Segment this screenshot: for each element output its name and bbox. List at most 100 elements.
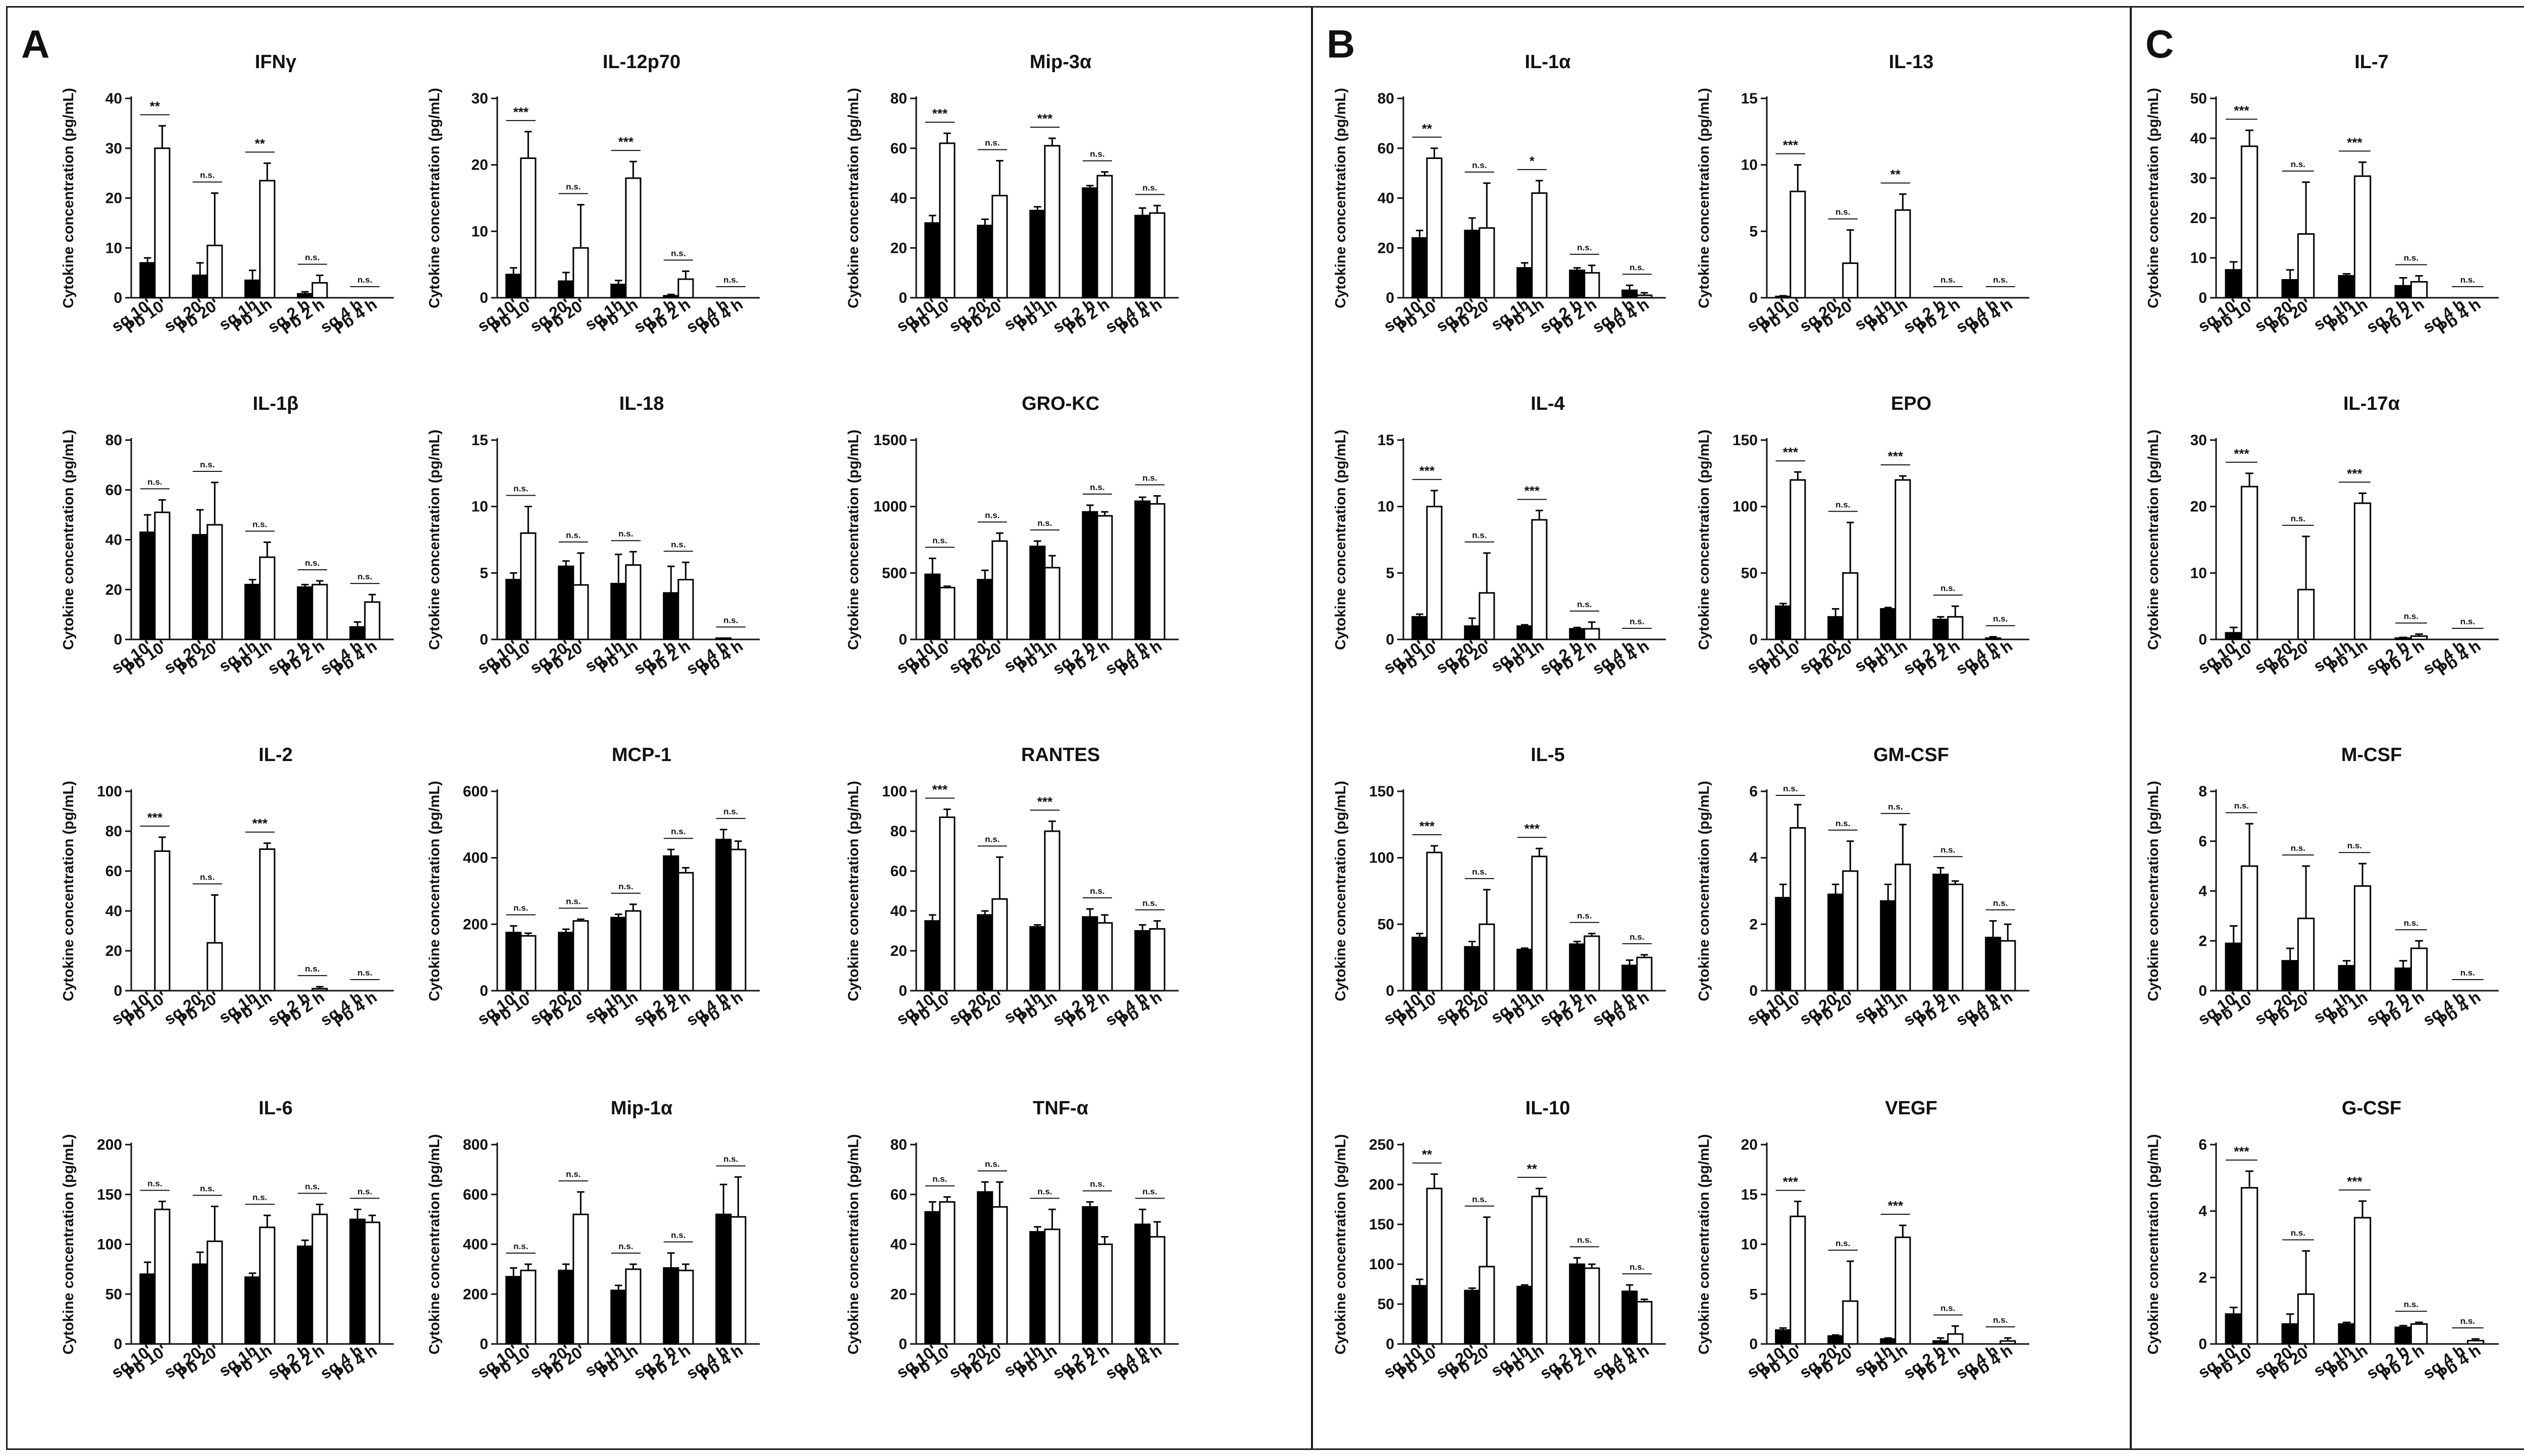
bar-Pb (206, 244, 223, 299)
significance-label: n.s. (2291, 514, 2305, 523)
bar-Pb (1531, 855, 1548, 992)
chart-title: IL-5 (1531, 744, 1565, 766)
y-tick-label: 80 (890, 90, 907, 107)
bar-Pb (2297, 588, 2315, 640)
panel-c-frame (2130, 6, 2524, 1450)
significance-label: n.s. (1037, 518, 1052, 528)
bar-Pb (991, 540, 1008, 640)
bar-Pb (625, 910, 642, 992)
significance-label: n.s. (513, 484, 528, 494)
significance-label: n.s. (200, 460, 215, 469)
y-axis-label: Cytokine concentration (pg/mL) (427, 781, 443, 1001)
y-tick-label: 20 (106, 581, 122, 598)
bar-sq (558, 932, 574, 992)
bar-sq (1029, 209, 1046, 299)
significance-label: * (1530, 153, 1535, 169)
bar-Pb (311, 583, 328, 640)
bar-Pb (1790, 190, 1806, 299)
significance-label: n.s. (2234, 801, 2249, 811)
y-tick-label: 60 (890, 140, 907, 157)
bar-Pb (1895, 479, 1911, 640)
significance-label: n.s. (305, 964, 320, 974)
y-axis-label: Cytokine concentration (pg/mL) (2145, 1134, 2162, 1355)
chart-8: RANTES Cytokine concentration (pg/mL) 0 20 4… (846, 744, 1179, 1031)
bar-sq (1569, 1263, 1586, 1345)
y-tick-label: 600 (463, 783, 488, 800)
bar-sq (244, 279, 261, 299)
bar-Pb (1096, 922, 1113, 992)
significance-label: n.s. (671, 248, 686, 258)
bar-sq (1464, 1289, 1481, 1345)
bar-sq (1621, 964, 1638, 992)
bar-sq (505, 274, 522, 299)
significance-label: n.s. (200, 171, 215, 180)
chart-title: IL-1β (253, 393, 299, 414)
bar-sq (663, 592, 679, 640)
significance-label: n.s. (1993, 614, 2008, 624)
y-axis-label: Cytokine concentration (pg/mL) (2145, 429, 2162, 650)
panel-c-letter: C (2145, 22, 2174, 66)
significance-label: *** (2347, 466, 2362, 481)
significance-label: n.s. (618, 882, 633, 891)
significance-label: n.s. (513, 1242, 528, 1251)
bar-sq (1029, 926, 1046, 992)
bar-Pb (625, 1268, 642, 1345)
significance-label: *** (932, 106, 948, 121)
bar-sq (1985, 937, 2002, 992)
chart-18: IL-5 Cytokine concentration (pg/mL) 0 50 100… (1333, 744, 1666, 1031)
y-tick-label: 40 (2190, 130, 2207, 147)
significance-label: n.s. (1472, 160, 1487, 170)
y-tick-label: 0 (1749, 983, 1758, 999)
bar-sq (2225, 942, 2242, 992)
y-tick-label: 100 (1369, 1256, 1394, 1273)
significance-label: n.s. (1783, 784, 1798, 793)
significance-label: n.s. (932, 1174, 947, 1184)
chart-title: IL-6 (258, 1098, 293, 1119)
bar-Pb (1149, 928, 1166, 992)
chart-title: TNF-α (1033, 1098, 1088, 1119)
significance-label: n.s. (357, 572, 372, 581)
bar-sq (1775, 605, 1792, 640)
bar-sq (2225, 1313, 2242, 1345)
y-axis-label: Cytokine concentration (pg/mL) (1696, 781, 1712, 1001)
chart-1: IL-12p70 Cytokine concentration (pg/mL) 0 1… (427, 51, 760, 338)
significance-label: n.s. (1090, 482, 1105, 492)
bar-sq (1516, 625, 1533, 640)
significance-label: n.s. (723, 807, 738, 817)
bar-Pb (677, 1269, 694, 1345)
significance-label: n.s. (252, 519, 267, 529)
significance-label: ** (255, 136, 266, 151)
bar-sq (977, 579, 993, 640)
y-tick-label: 50 (106, 1286, 122, 1303)
significance-label: n.s. (985, 138, 1000, 147)
bar-sq (715, 1213, 732, 1345)
y-tick-label: 10 (2190, 565, 2207, 581)
bar-Pb (2297, 1293, 2315, 1345)
chart-22: VEGF Cytokine concentration (pg/mL) 0 5 10 15… (1696, 1098, 2029, 1384)
y-tick-label: 0 (114, 983, 122, 999)
bar-Pb (2410, 1323, 2428, 1345)
y-tick-label: 30 (471, 90, 488, 107)
chart-title: IL-13 (1889, 51, 1934, 73)
chart-title: RANTES (1021, 744, 1100, 766)
bar-Pb (2297, 233, 2315, 299)
bar-Pb (1149, 1236, 1166, 1345)
significance-label: n.s. (2404, 1300, 2418, 1309)
significance-label: n.s. (1577, 911, 1592, 921)
y-tick-label: 50 (1378, 916, 1394, 933)
bar-sq (2225, 269, 2242, 299)
significance-label: *** (1783, 138, 1799, 153)
significance-label: n.s. (1090, 1179, 1105, 1189)
bar-Pb (1479, 227, 1495, 299)
significance-label: n.s. (1577, 243, 1592, 252)
significance-label: n.s. (357, 1187, 372, 1196)
y-tick-label: 0 (480, 631, 488, 648)
y-tick-label: 40 (106, 903, 122, 920)
bar-Pb (1479, 1266, 1495, 1345)
y-tick-label: 4 (2198, 883, 2207, 900)
bar-Pb (991, 898, 1008, 992)
bar-sq (1932, 619, 1949, 640)
bar-Pb (1426, 157, 1443, 299)
bar-Pb (311, 1213, 328, 1345)
